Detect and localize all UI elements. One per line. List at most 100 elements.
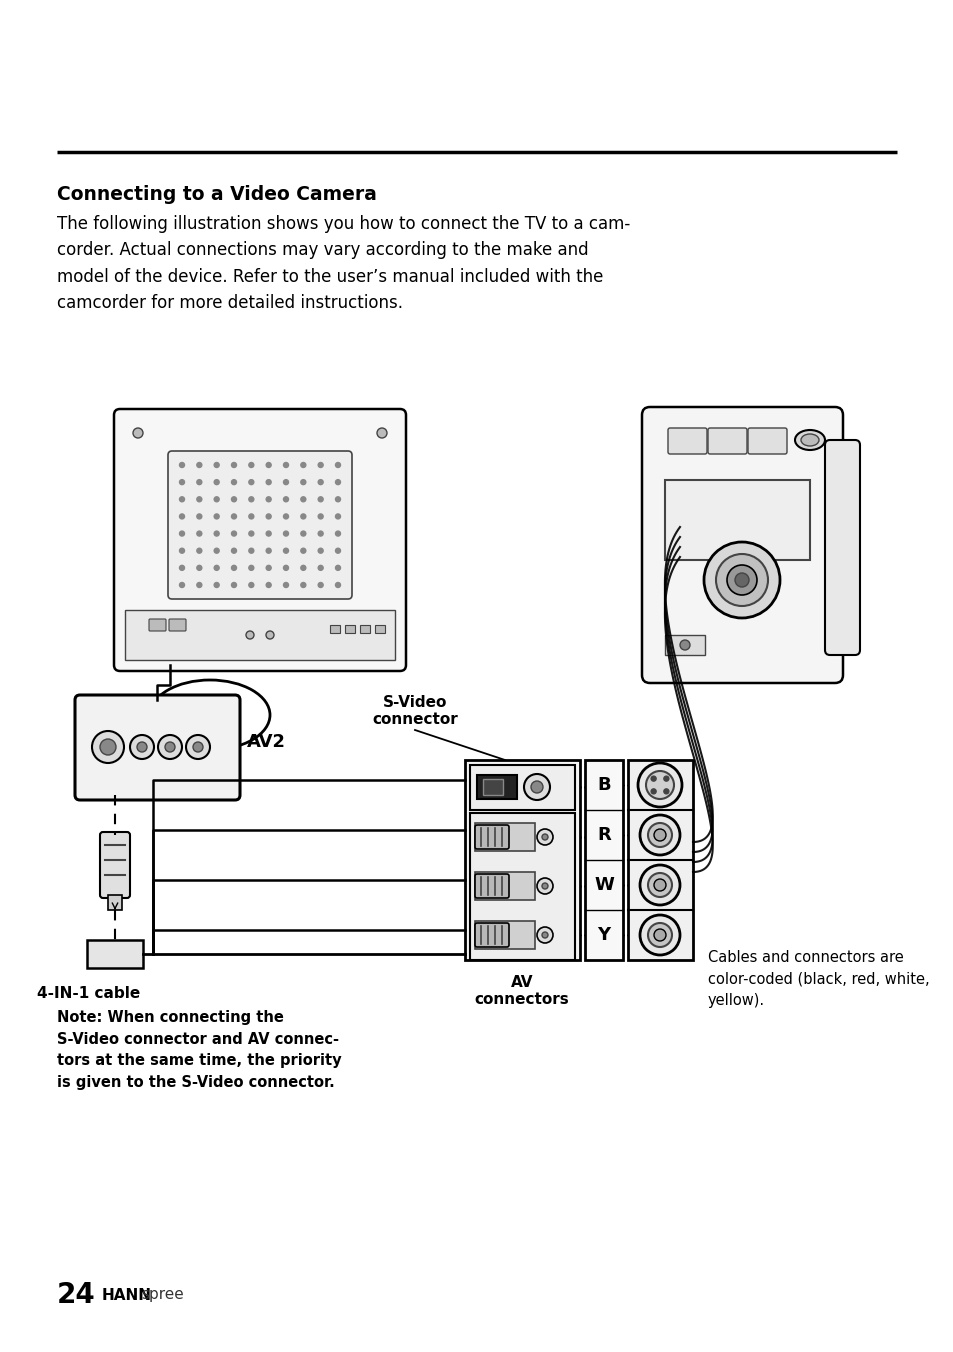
Circle shape [647, 823, 671, 846]
Circle shape [232, 480, 236, 484]
Circle shape [537, 877, 553, 894]
Circle shape [645, 771, 673, 799]
Circle shape [132, 429, 143, 438]
Circle shape [165, 742, 174, 752]
Circle shape [266, 631, 274, 639]
Text: R: R [597, 826, 610, 844]
Bar [627, 760, 692, 960]
Text: 4-IN-1 cable: 4-IN-1 cable [37, 986, 140, 1000]
FancyBboxPatch shape [149, 619, 166, 631]
Text: Cables and connectors are
color-coded (black, red, white,
yellow).: Cables and connectors are color-coded (b… [707, 950, 928, 1009]
Circle shape [335, 496, 340, 502]
Circle shape [523, 773, 550, 800]
Circle shape [179, 531, 184, 537]
Circle shape [193, 742, 203, 752]
Circle shape [249, 583, 253, 588]
Bar [345, 625, 355, 633]
Circle shape [335, 583, 340, 588]
Circle shape [541, 883, 547, 890]
Ellipse shape [794, 430, 824, 450]
Bar [330, 625, 339, 633]
Circle shape [249, 531, 253, 537]
Circle shape [196, 583, 202, 588]
Text: HANN: HANN [102, 1287, 152, 1302]
Text: B: B [597, 776, 610, 794]
Bar [664, 635, 704, 654]
Circle shape [249, 496, 253, 502]
Circle shape [196, 531, 202, 537]
Circle shape [647, 923, 671, 946]
Text: W: W [594, 876, 614, 894]
Circle shape [91, 731, 124, 763]
Circle shape [300, 496, 306, 502]
Circle shape [318, 514, 323, 519]
FancyBboxPatch shape [75, 695, 240, 800]
Circle shape [639, 865, 679, 904]
Circle shape [335, 565, 340, 571]
Circle shape [679, 639, 689, 650]
FancyBboxPatch shape [824, 439, 859, 654]
Circle shape [651, 776, 656, 781]
Circle shape [716, 554, 767, 606]
FancyBboxPatch shape [747, 429, 786, 454]
Circle shape [663, 788, 668, 794]
Bar [87, 940, 143, 968]
Circle shape [266, 496, 271, 502]
Circle shape [232, 462, 236, 468]
Circle shape [186, 735, 210, 758]
Circle shape [179, 480, 184, 484]
Bar [584, 760, 622, 960]
Circle shape [213, 531, 219, 537]
Circle shape [318, 548, 323, 553]
Text: S-Video
connector: S-Video connector [372, 695, 457, 727]
Circle shape [266, 514, 271, 519]
Circle shape [638, 763, 681, 807]
FancyBboxPatch shape [475, 825, 509, 849]
Circle shape [541, 932, 547, 938]
FancyBboxPatch shape [113, 410, 406, 671]
Circle shape [335, 514, 340, 519]
Circle shape [232, 583, 236, 588]
Circle shape [213, 548, 219, 553]
Circle shape [179, 548, 184, 553]
Circle shape [300, 462, 306, 468]
Circle shape [300, 480, 306, 484]
Text: AV
connectors: AV connectors [475, 975, 569, 1007]
Bar [664, 480, 809, 560]
Circle shape [654, 829, 665, 841]
Circle shape [726, 565, 757, 595]
Bar [476, 775, 517, 799]
Circle shape [179, 583, 184, 588]
Text: The following illustration shows you how to connect the TV to a cam-
corder. Act: The following illustration shows you how… [57, 215, 630, 312]
Bar [359, 625, 370, 633]
Circle shape [639, 915, 679, 955]
Text: spree: spree [141, 1287, 184, 1302]
Circle shape [376, 429, 387, 438]
Circle shape [266, 583, 271, 588]
Text: 24: 24 [57, 1280, 95, 1309]
Circle shape [531, 781, 542, 794]
FancyBboxPatch shape [707, 429, 746, 454]
FancyBboxPatch shape [100, 831, 130, 898]
Circle shape [266, 462, 271, 468]
Circle shape [266, 531, 271, 537]
Bar [475, 823, 535, 850]
Circle shape [300, 548, 306, 553]
Circle shape [283, 480, 288, 484]
Circle shape [179, 462, 184, 468]
Circle shape [249, 462, 253, 468]
Circle shape [703, 542, 780, 618]
Circle shape [300, 514, 306, 519]
Circle shape [283, 548, 288, 553]
Bar [470, 765, 575, 810]
Circle shape [213, 514, 219, 519]
FancyBboxPatch shape [475, 923, 509, 946]
Circle shape [283, 462, 288, 468]
Circle shape [213, 496, 219, 502]
Circle shape [300, 531, 306, 537]
Text: Note: When connecting the
S-Video connector and AV connec-
tors at the same time: Note: When connecting the S-Video connec… [57, 1010, 341, 1090]
Circle shape [196, 480, 202, 484]
Circle shape [179, 514, 184, 519]
Bar [482, 779, 502, 795]
Bar [475, 872, 535, 900]
